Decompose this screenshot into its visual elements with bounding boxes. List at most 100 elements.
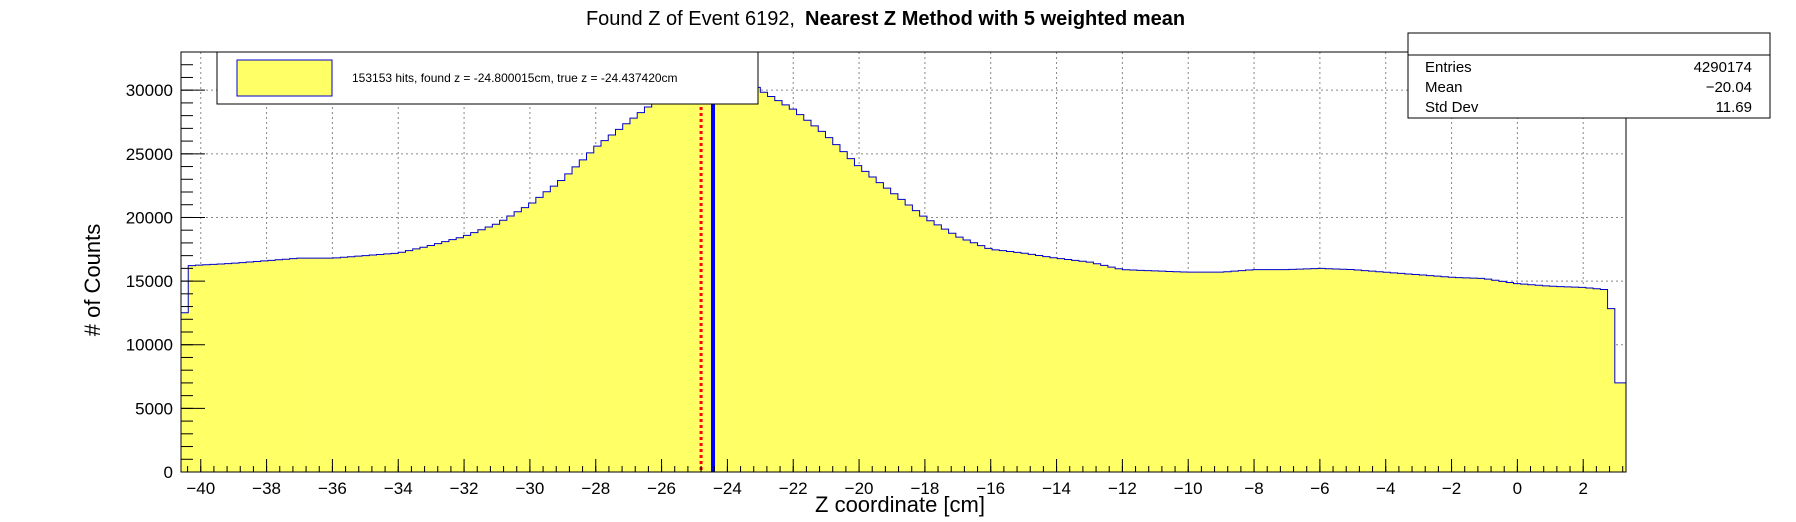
x-tick-label: 2 xyxy=(1578,479,1587,498)
histogram-bin xyxy=(1506,282,1514,472)
histogram-bin xyxy=(673,90,681,473)
histogram-bin xyxy=(1448,277,1456,472)
histogram-bin xyxy=(767,96,776,473)
histogram-bin xyxy=(1585,288,1594,472)
histogram-bin xyxy=(680,87,689,472)
y-tick-label: 15000 xyxy=(126,272,173,291)
histogram-bin xyxy=(260,260,269,472)
histogram-bin xyxy=(1078,261,1087,472)
histogram-bin xyxy=(897,199,906,472)
histogram-bin xyxy=(535,197,544,472)
histogram-bin xyxy=(658,96,667,472)
histogram-bin xyxy=(441,241,450,472)
x-tick-label: −22 xyxy=(779,479,808,498)
histogram-bin xyxy=(1303,268,1311,472)
histogram-bin xyxy=(340,257,348,472)
histogram-bin xyxy=(796,114,805,473)
histogram-bin xyxy=(941,229,949,472)
histogram-bin xyxy=(999,250,1007,472)
x-tick-label: −6 xyxy=(1310,479,1329,498)
stats-entries-value: 4290174 xyxy=(1694,59,1752,76)
histogram-bin xyxy=(1144,270,1152,472)
histogram-bin xyxy=(1484,279,1493,472)
y-tick-label: 20000 xyxy=(126,208,173,227)
histogram-bin xyxy=(1288,269,1297,472)
histogram-bin xyxy=(1057,258,1065,472)
stats-box: Entries 4290174 Mean −20.04 Std Dev 11.6… xyxy=(1407,32,1771,119)
chart-title: Found Z of Event 6192, xyxy=(586,8,795,30)
histogram-bin xyxy=(1571,287,1579,472)
histogram-bin xyxy=(839,151,848,472)
histogram-bin xyxy=(1491,280,1500,472)
histogram-bin xyxy=(1013,252,1022,472)
histogram-bin xyxy=(376,254,385,472)
histogram-bin xyxy=(724,71,732,472)
histogram-bin xyxy=(470,232,479,472)
z-markers xyxy=(699,53,716,472)
histogram-bin xyxy=(1354,270,1362,472)
chart-title-bold: Nearest Z Method with 5 weighted mean xyxy=(805,8,1185,30)
x-tick-label: −10 xyxy=(1174,479,1203,498)
histogram-bin xyxy=(1267,269,1275,472)
stats-mean-label: Mean xyxy=(1425,79,1463,96)
histogram-bin xyxy=(876,182,884,472)
histogram-bin xyxy=(564,173,573,472)
x-tick-label: −12 xyxy=(1108,479,1137,498)
histogram-bin xyxy=(1187,272,1196,472)
histogram-bin xyxy=(1151,270,1159,472)
histogram-bin xyxy=(716,72,725,472)
histogram-bin xyxy=(1216,272,1225,472)
histogram-bin xyxy=(912,210,920,472)
histogram-bin xyxy=(275,259,283,472)
histogram-bin xyxy=(181,312,189,472)
histogram-bin xyxy=(926,220,935,472)
histogram-bin xyxy=(854,165,862,472)
histogram-bin xyxy=(485,227,493,472)
histogram-bin xyxy=(1100,265,1109,472)
histogram-bin xyxy=(695,81,703,472)
histogram-bin xyxy=(419,247,428,472)
histogram-bin xyxy=(224,263,232,472)
histogram-bin xyxy=(1317,268,1326,472)
histogram-bin xyxy=(955,237,964,472)
plot-frame xyxy=(180,51,1627,473)
histogram-bin xyxy=(629,118,638,472)
histogram-bin xyxy=(514,211,522,473)
histogram-bin xyxy=(601,140,609,472)
histogram-bin xyxy=(811,125,819,473)
histogram-bin xyxy=(1223,271,1232,472)
x-tick-label: −30 xyxy=(515,479,544,498)
histogram-bin xyxy=(412,248,421,472)
histogram-bin xyxy=(1281,269,1290,472)
histogram-bin xyxy=(434,243,442,472)
histogram-bin xyxy=(1071,260,1080,472)
x-tick-label: −2 xyxy=(1442,479,1461,498)
histogram-bin xyxy=(948,233,957,472)
histogram-bin xyxy=(1064,259,1072,472)
histogram-bin xyxy=(745,81,754,473)
histogram-bin xyxy=(1325,268,1333,472)
x-tick-label: −14 xyxy=(1042,479,1071,498)
histogram-bin xyxy=(289,258,298,472)
x-tick-label: −40 xyxy=(186,479,215,498)
histogram-bin xyxy=(861,171,870,472)
histogram-bin xyxy=(1173,271,1181,472)
x-tick-label: −26 xyxy=(647,479,676,498)
y-axis-title: # of Counts xyxy=(80,224,105,337)
histogram-bin xyxy=(1441,276,1449,472)
histogram-bin xyxy=(246,262,254,472)
histogram-bin xyxy=(492,224,500,472)
histogram-bin xyxy=(1165,271,1174,472)
axis-ticks: −40 −38 −36 −34 −32 −30 −28 −26 −24 −22 −20 −18 −16−… xyxy=(126,64,1624,498)
histogram-bin xyxy=(622,123,631,473)
histogram-bin xyxy=(1593,288,1601,472)
histogram-bin xyxy=(1527,284,1536,472)
histogram-bin xyxy=(354,256,363,472)
y-tick-label: 25000 xyxy=(126,145,173,164)
x-tick-label: −16 xyxy=(976,479,1005,498)
x-tick-label: −18 xyxy=(910,479,939,498)
histogram-bin xyxy=(905,204,913,472)
histogram-bin xyxy=(333,257,341,472)
histogram-bin xyxy=(1252,269,1261,472)
stats-stddev-label: Std Dev xyxy=(1425,99,1479,116)
